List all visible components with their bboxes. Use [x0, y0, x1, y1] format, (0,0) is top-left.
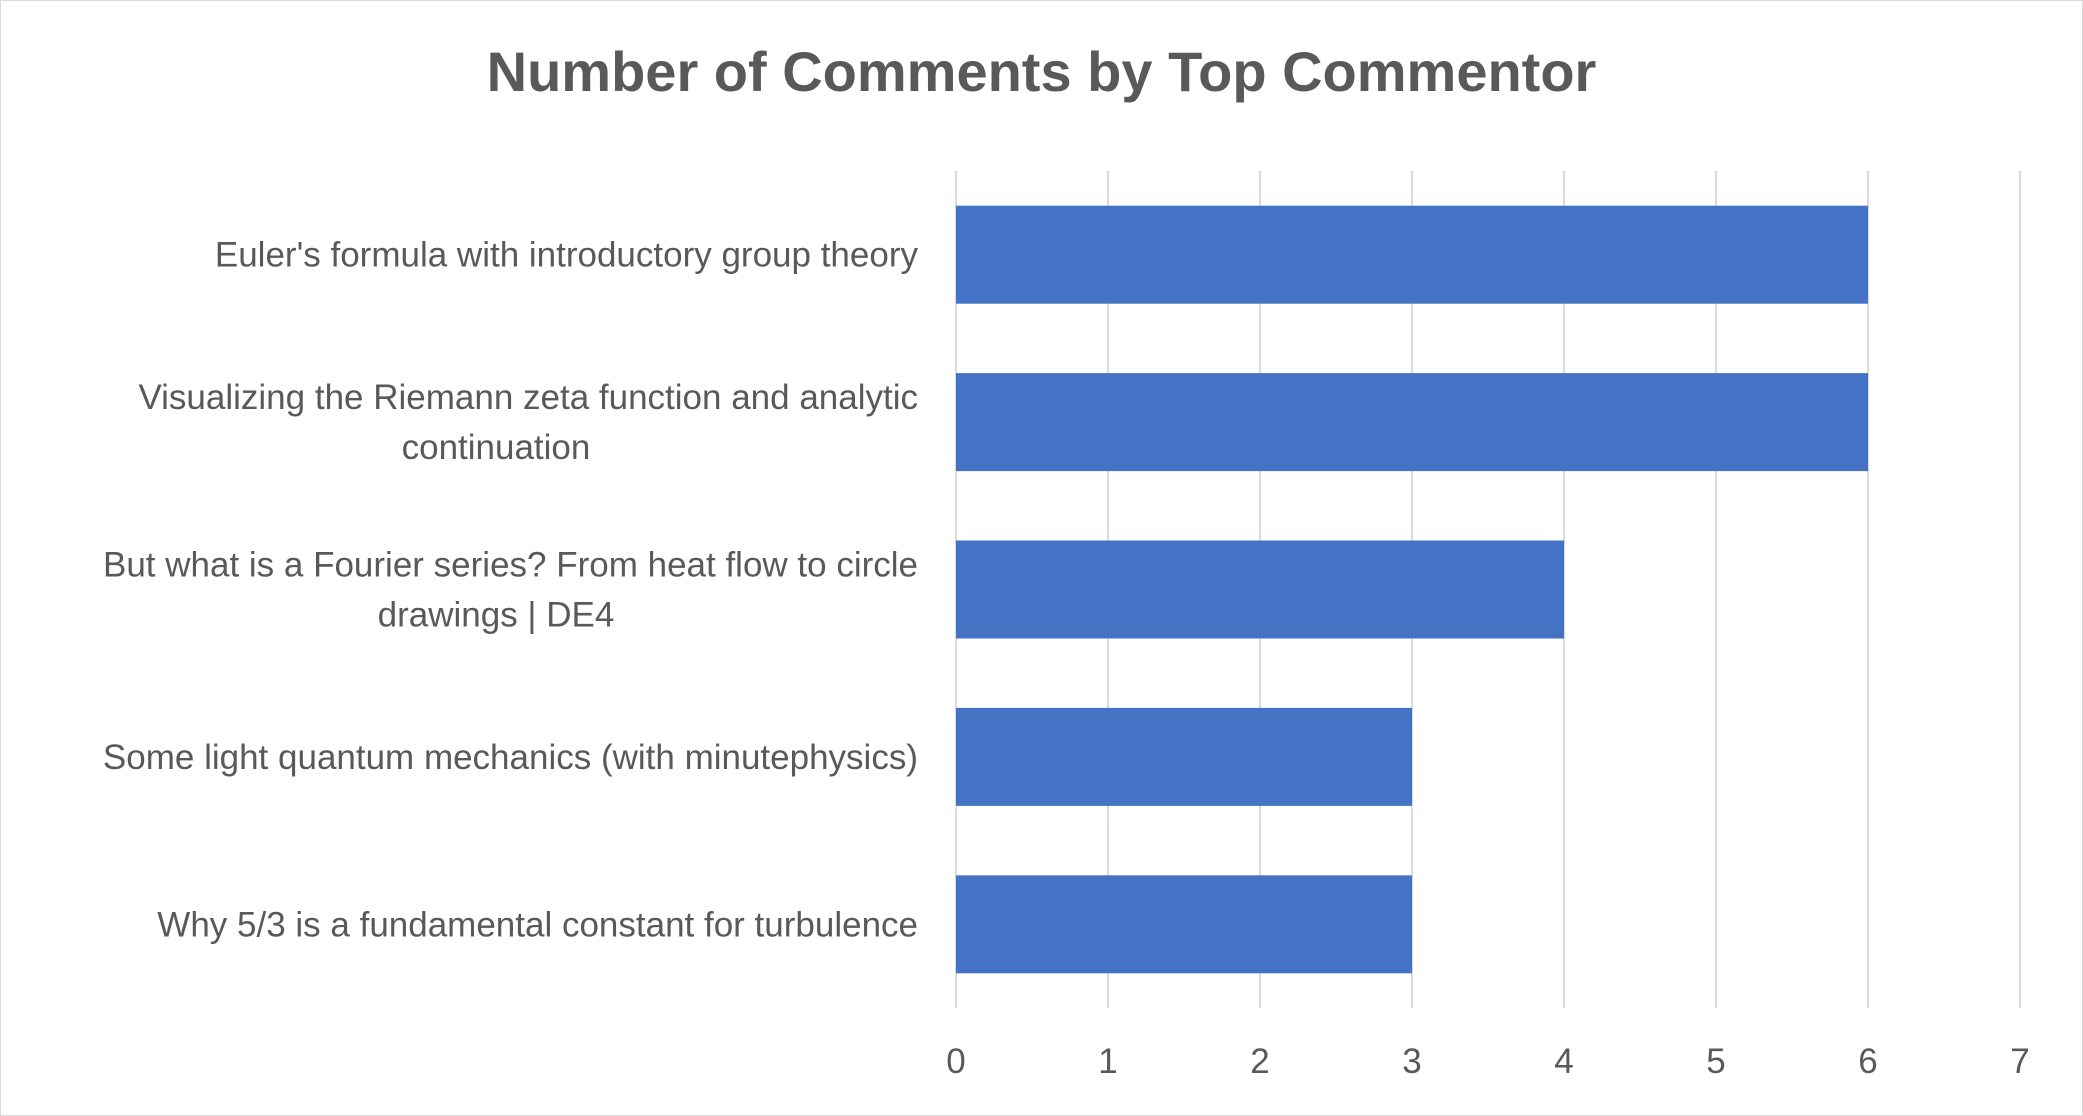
category-label: Why 5/3 is a fundamental constant for tu…	[157, 905, 918, 944]
category-label: drawings | DE4	[378, 596, 615, 635]
x-axis-tick-labels: 0 1 2 3 4 5 6 7	[946, 1042, 2029, 1081]
bar	[956, 373, 1868, 472]
bar	[956, 205, 1868, 304]
x-tick-label: 2	[1250, 1042, 1269, 1081]
x-tick-label: 0	[946, 1042, 965, 1081]
category-labels: Euler's formula with introductory group …	[103, 236, 919, 945]
x-tick-label: 6	[1858, 1042, 1877, 1081]
bars	[956, 205, 1868, 974]
x-tick-label: 4	[1554, 1042, 1573, 1081]
x-tick-label: 7	[2010, 1042, 2029, 1081]
bar	[956, 875, 1412, 974]
chart-title: Number of Comments by Top Commentor	[486, 40, 1597, 103]
x-tick-label: 1	[1098, 1042, 1117, 1081]
category-label: Some light quantum mechanics (with minut…	[103, 738, 918, 777]
bar	[956, 707, 1412, 806]
category-label: But what is a Fourier series? From heat …	[103, 546, 918, 585]
bar	[956, 540, 1564, 639]
category-label: Euler's formula with introductory group …	[215, 236, 919, 275]
category-label: continuation	[402, 428, 591, 467]
x-tick-label: 5	[1706, 1042, 1725, 1081]
x-tick-label: 3	[1402, 1042, 1421, 1081]
category-label: Visualizing the Riemann zeta function an…	[138, 378, 918, 417]
